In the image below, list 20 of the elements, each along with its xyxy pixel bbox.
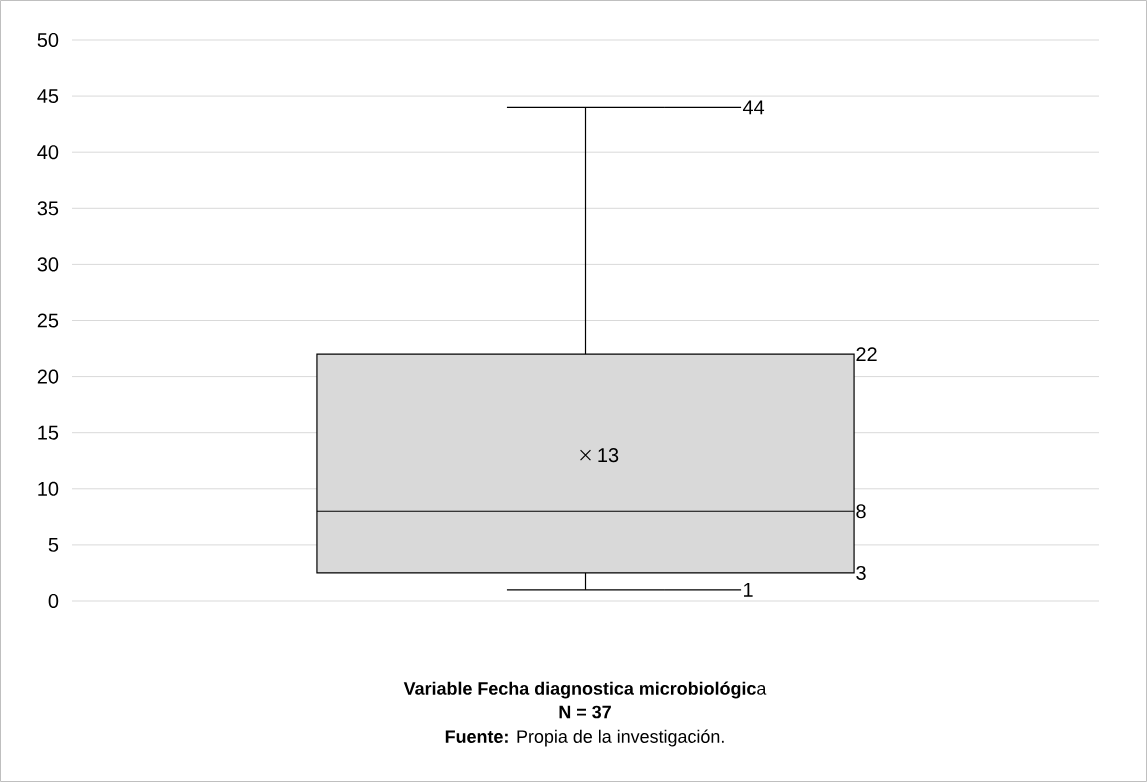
y-tick-label: 30 xyxy=(37,257,59,272)
y-tick-label: 20 xyxy=(37,369,59,384)
text: N = 37 xyxy=(559,705,611,719)
y-tick-label: 35 xyxy=(37,201,59,216)
y-tick-label: 15 xyxy=(38,425,59,440)
annotation: 8 xyxy=(856,504,866,519)
text: Fuente: Propia de la investigación. xyxy=(445,729,724,747)
annotation: 44 xyxy=(742,100,765,115)
x-axis-title: Variable Fecha diagnostica microbiológica xyxy=(403,681,767,699)
annotation: 13 xyxy=(598,448,619,463)
y-tick-label: 40 xyxy=(37,145,59,160)
y-tick-label: 45 xyxy=(37,89,59,104)
annotation: 3 xyxy=(856,565,866,580)
y-tick-label: 25 xyxy=(37,313,59,328)
y-tick-label: 50 xyxy=(37,32,59,48)
y-tick-label: 5 xyxy=(48,537,59,552)
y-tick-label: 10 xyxy=(38,481,59,496)
y-tick-label: 0 xyxy=(48,593,59,609)
annotation: 1 xyxy=(744,582,753,597)
annotation: 22 xyxy=(856,347,877,362)
